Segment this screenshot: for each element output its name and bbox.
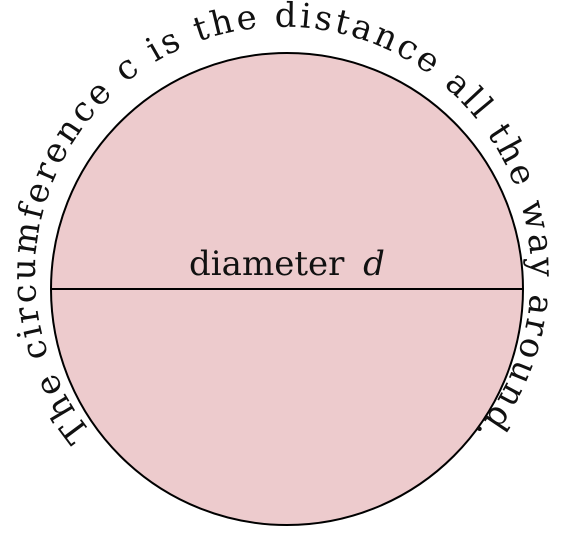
- diameter-word: diameter: [189, 244, 345, 284]
- diameter-variable: d: [363, 244, 385, 284]
- diameter-label: diameter d: [189, 244, 385, 284]
